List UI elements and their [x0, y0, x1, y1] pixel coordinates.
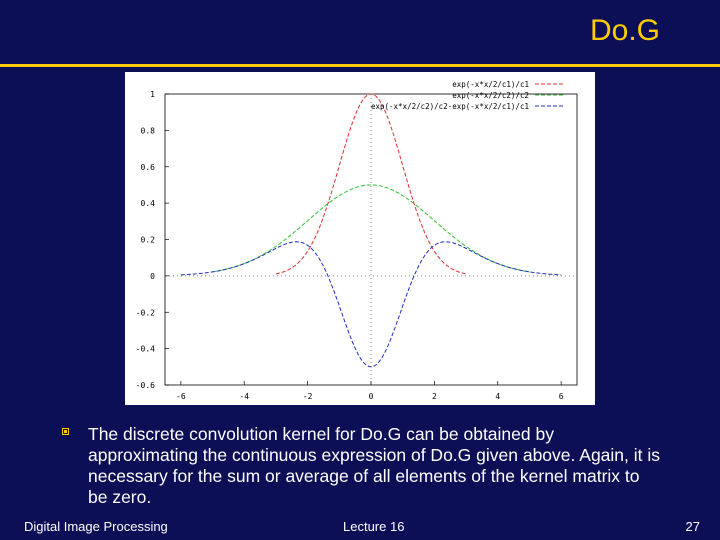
x-tick-label: -2 — [303, 392, 313, 401]
series-line-1 — [275, 93, 467, 275]
series-line-3 — [180, 241, 562, 368]
x-tick-label: 0 — [369, 392, 374, 401]
title-divider — [0, 64, 720, 67]
legend-label-2: exp(-x*x/2/c2)/c2 — [452, 91, 529, 100]
y-tick-label: -0.6 — [136, 381, 155, 390]
legend-label-1: exp(-x*x/2/c1)/c1 — [452, 80, 529, 89]
y-tick-label: 0 — [150, 272, 155, 281]
y-tick-label: 0.8 — [141, 126, 156, 135]
dog-chart-svg: 1 0.8 0.6 0.4 0.2 0 -0.2 -0.4 -0.6 -6 -4 -2 0 2 4 6 exp(… — [136, 80, 578, 401]
x-tick-label: -4 — [239, 392, 249, 401]
plot-area-border — [164, 93, 578, 386]
footer-page-number: 27 — [685, 519, 700, 534]
footer-lecture: Lecture 16 — [343, 519, 405, 534]
x-tick-label: 2 — [432, 392, 437, 401]
y-tick-label: -0.4 — [136, 345, 155, 354]
dog-chart: 1 0.8 0.6 0.4 0.2 0 -0.2 -0.4 -0.6 -6 -4 -2 0 2 4 6 exp(… — [125, 72, 595, 405]
x-tick-label: -6 — [176, 392, 186, 401]
bullet-square-icon — [62, 428, 69, 435]
y-tick-label: -0.2 — [136, 308, 155, 317]
legend-label-3: exp(-x*x/2/c2)/c2-exp(-x*x/2/c1)/c1 — [371, 102, 529, 111]
slide-title: Do.G — [589, 14, 660, 47]
y-tick-label: 0.2 — [141, 236, 156, 245]
bullet-text: The discrete convolution kernel for Do.G… — [88, 424, 661, 507]
footer-course: Digital Image Processing — [24, 519, 168, 534]
x-tick-label: 6 — [559, 392, 564, 401]
bullet-item: The discrete convolution kernel for Do.G… — [62, 424, 662, 508]
y-tick-label: 0.4 — [141, 199, 156, 208]
x-tick-label: 4 — [495, 392, 500, 401]
y-tick-label: 0.6 — [141, 163, 156, 172]
series-line-2 — [212, 184, 530, 273]
y-tick-label: 1 — [150, 90, 155, 99]
